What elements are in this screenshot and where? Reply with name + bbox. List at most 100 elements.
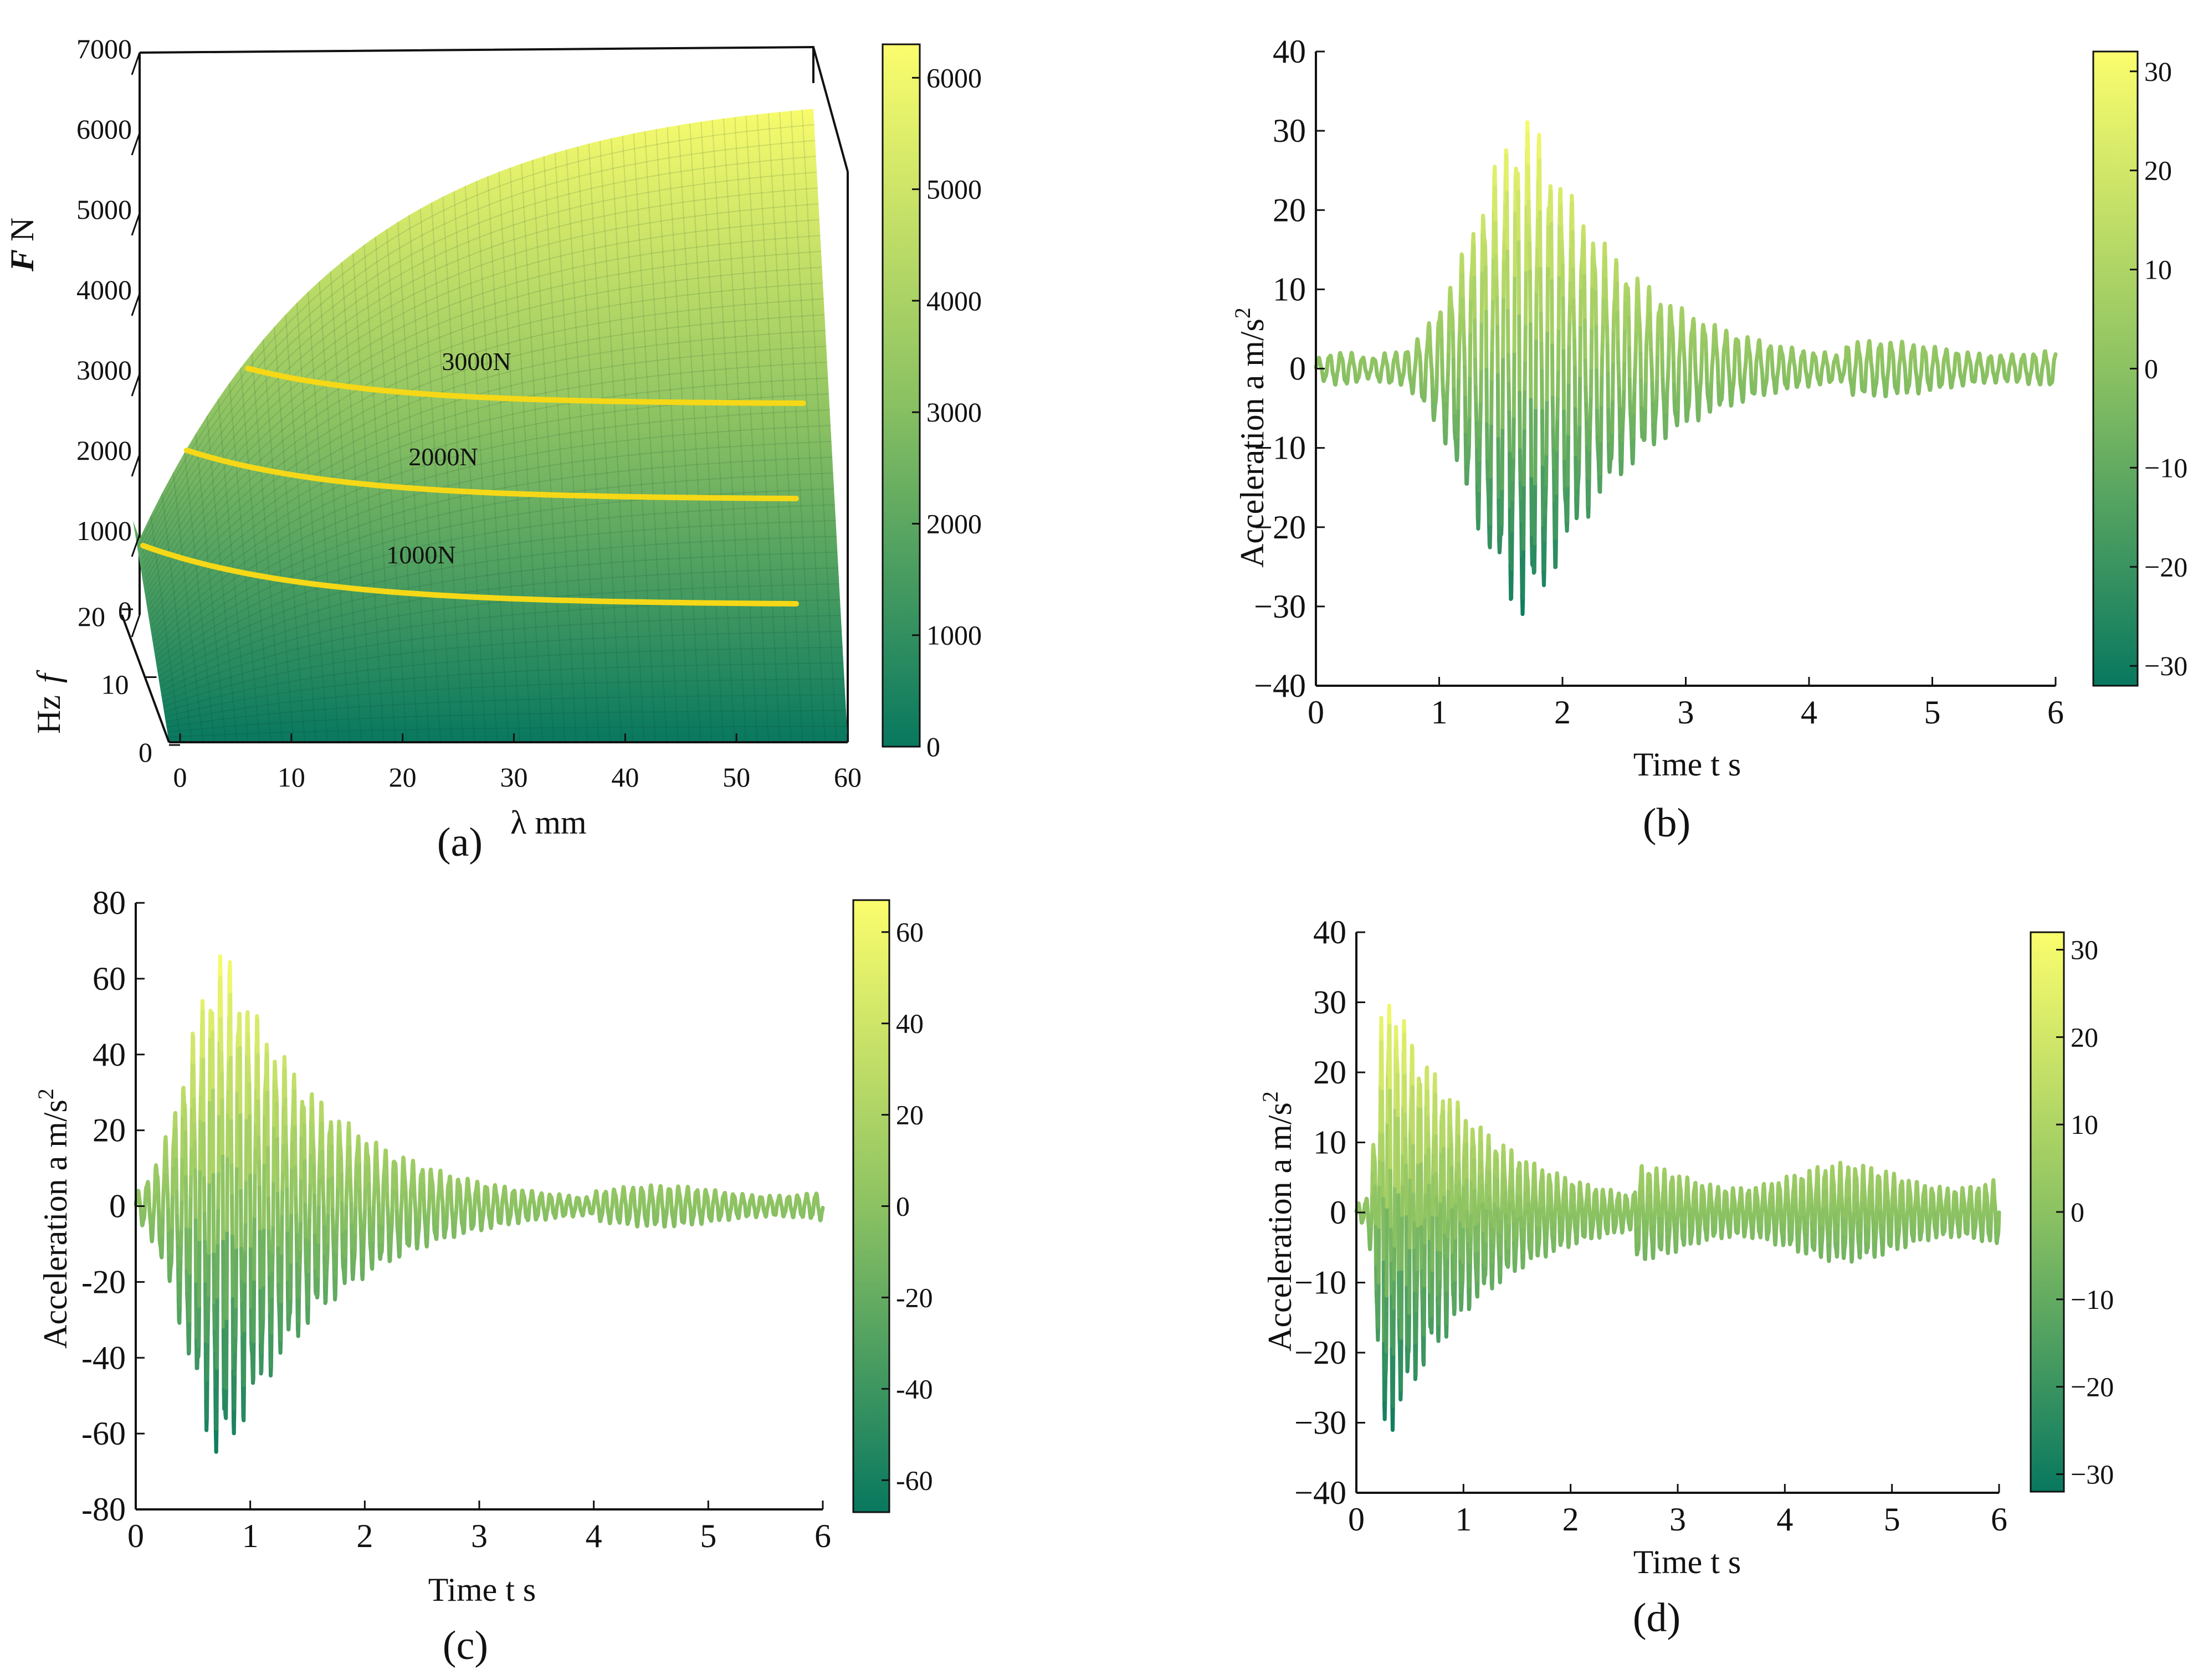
signal-segment xyxy=(1589,325,1594,369)
mesh-line xyxy=(140,124,814,544)
signal-segment xyxy=(1475,1278,1480,1299)
x-tick-label: 3 xyxy=(1678,694,1694,731)
mesh-line xyxy=(767,113,803,742)
signal-segment xyxy=(1631,410,1636,439)
colorbar-tick-label: 1000 xyxy=(926,620,982,651)
signal-segment xyxy=(1606,408,1611,447)
signal-segment xyxy=(1468,296,1473,334)
mesh-line xyxy=(155,456,833,651)
mesh-line xyxy=(157,488,834,661)
signal-segment xyxy=(1435,338,1440,361)
mesh-line xyxy=(532,160,566,742)
signal-segment xyxy=(1617,374,1621,392)
mesh-line xyxy=(285,314,317,742)
mesh-line xyxy=(165,662,844,717)
signal-segment xyxy=(164,1159,169,1178)
signal-segment xyxy=(1668,1209,1672,1228)
signal-segment xyxy=(188,1225,192,1275)
signal-segment xyxy=(1844,1182,1849,1200)
signal-segment xyxy=(1552,1232,1557,1249)
signal-segment xyxy=(1659,305,1663,321)
mesh-line xyxy=(166,694,846,728)
signal-segment xyxy=(344,1185,349,1205)
signal-segment xyxy=(166,1231,171,1261)
signal-segment xyxy=(1645,1199,1649,1221)
signal-segment xyxy=(1599,373,1604,407)
signal-segment xyxy=(435,1209,440,1226)
contour-label: 1000N xyxy=(386,541,455,569)
z-tick-label: 6000 xyxy=(76,114,132,145)
signal-segment xyxy=(394,1173,398,1195)
signal-segment xyxy=(1775,1193,1780,1209)
signal-segment xyxy=(1476,1219,1480,1252)
signal-segment xyxy=(1664,409,1669,430)
mesh-line xyxy=(319,281,351,742)
signal-segment xyxy=(1627,316,1631,351)
signal-segment xyxy=(1634,305,1639,333)
signal-segment xyxy=(1671,1188,1676,1208)
mesh-line xyxy=(397,222,430,742)
y-tick-label: 40 xyxy=(1273,33,1306,70)
signal-segment xyxy=(262,1112,267,1165)
signal-segment xyxy=(1801,1199,1806,1220)
signal-segment xyxy=(1577,422,1582,461)
signal-segment xyxy=(1441,1110,1446,1151)
signal-segment xyxy=(1444,415,1449,436)
y-tick-label: -60 xyxy=(81,1415,126,1452)
z-tick-label: 0 xyxy=(118,595,132,626)
signal-segment xyxy=(1570,230,1575,271)
signal-segment xyxy=(297,1275,301,1299)
signal-segment xyxy=(1554,448,1559,495)
signal-segment xyxy=(1437,1277,1442,1293)
x-tick-label: 60 xyxy=(834,762,862,793)
mesh-line xyxy=(419,208,453,742)
signal-segment xyxy=(1537,133,1542,163)
signal-segment xyxy=(380,1221,385,1244)
signal-segment xyxy=(1463,395,1468,436)
z-tick xyxy=(131,454,141,477)
signal-segment xyxy=(348,1165,352,1183)
signal-segment xyxy=(1542,567,1546,587)
signal-segment xyxy=(1561,296,1566,353)
mesh-line xyxy=(464,186,498,742)
signal-segment xyxy=(1648,1179,1653,1198)
signal-segment xyxy=(1431,1135,1436,1154)
signal-segment xyxy=(303,1239,308,1263)
signal-segment xyxy=(232,1373,237,1411)
signal-segment xyxy=(205,1340,210,1382)
signal-segment xyxy=(1387,1004,1392,1028)
signal-segment xyxy=(1448,1109,1453,1129)
mesh-line xyxy=(153,409,830,636)
signal-segment xyxy=(326,1175,331,1215)
signal-segment xyxy=(1567,319,1572,346)
mesh-line xyxy=(577,146,611,742)
signal-segment xyxy=(1443,1254,1447,1273)
signal-segment xyxy=(1798,1196,1803,1216)
signal-segment xyxy=(1636,294,1641,311)
signal-segment xyxy=(1376,1325,1381,1342)
signal-segment xyxy=(265,1051,270,1095)
y-tick-label: 60 xyxy=(93,960,126,997)
x-tick-label: 1 xyxy=(242,1518,259,1554)
signal-segment xyxy=(1456,1134,1461,1166)
mesh-line xyxy=(164,646,843,712)
mesh-line xyxy=(159,536,837,677)
signal-segment xyxy=(1568,244,1573,282)
signal-segment xyxy=(1494,254,1499,281)
colorbar-tick-label: 6000 xyxy=(926,62,982,93)
signal-segment xyxy=(1370,1167,1375,1195)
signal-segment xyxy=(354,1160,358,1181)
mesh-line xyxy=(588,143,622,742)
contour-line xyxy=(140,543,799,607)
colorbar-tick-label: -40 xyxy=(896,1373,933,1404)
signal-segment xyxy=(312,1164,316,1198)
mesh-line xyxy=(146,266,822,590)
signal-segment xyxy=(1425,1065,1429,1093)
signal-segment xyxy=(1434,1172,1439,1199)
mesh-line xyxy=(161,493,192,742)
signal-segment xyxy=(175,1229,180,1249)
signal-segment xyxy=(1767,1209,1772,1225)
signal-segment xyxy=(316,1240,321,1278)
